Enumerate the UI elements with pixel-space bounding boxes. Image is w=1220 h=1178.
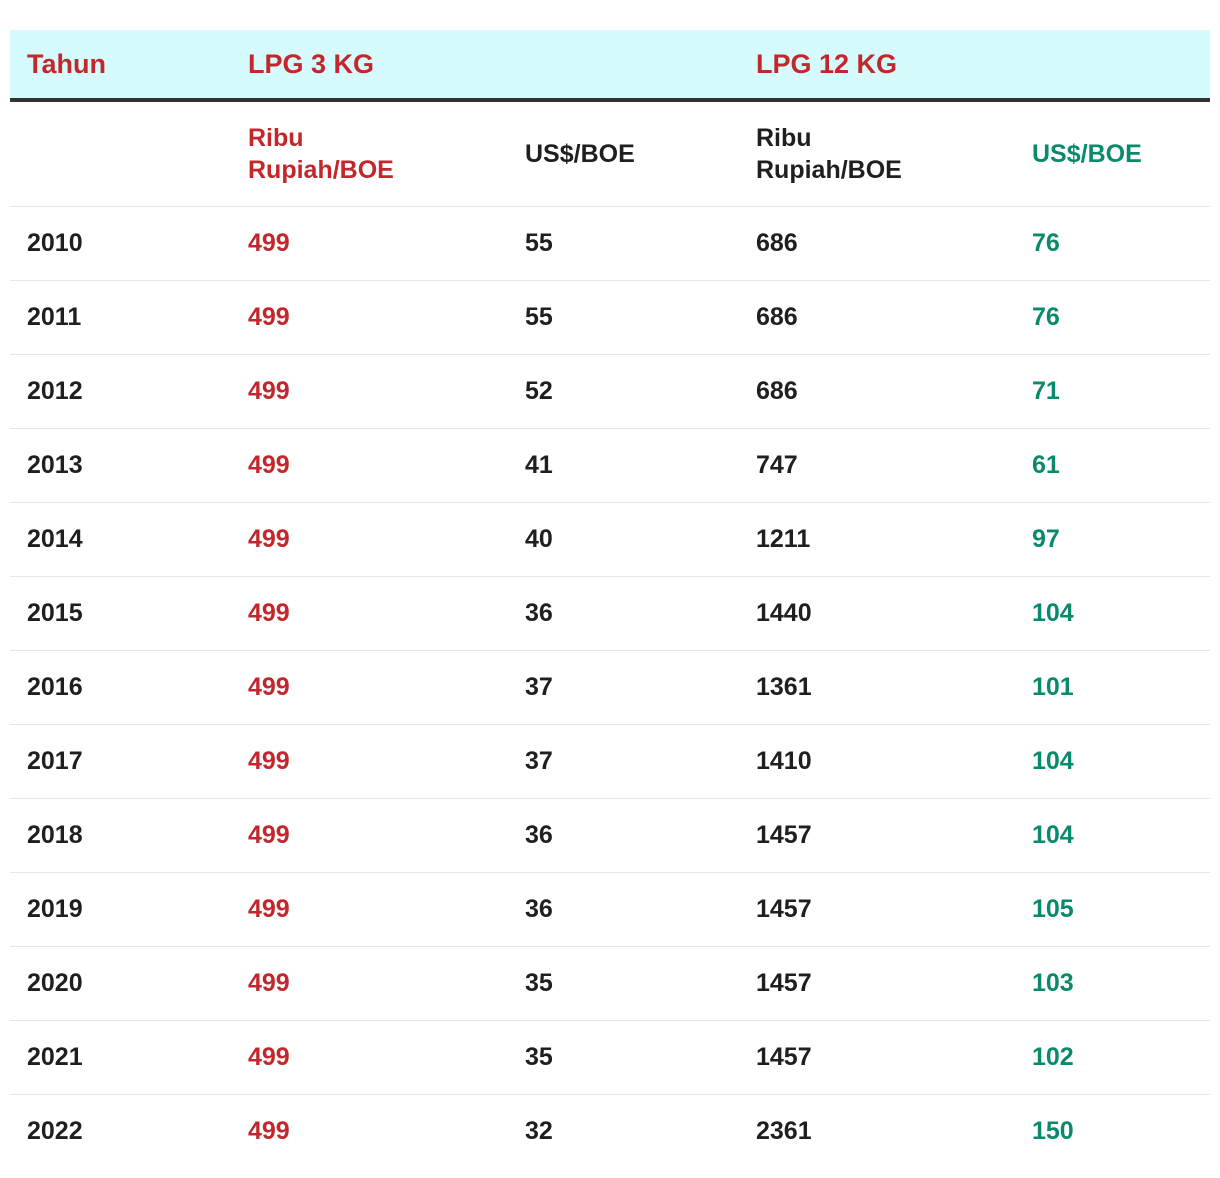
cell-3kg-usd: 35 [525, 1043, 553, 1071]
subheader-12kg-usd: US$/BOE [1032, 140, 1142, 168]
cell-3kg-rupiah: 499 [248, 673, 290, 701]
table-row: 2017 499 37 1410 104 [10, 725, 1210, 799]
cell-12kg-rupiah: 686 [756, 229, 798, 257]
cell-3kg-rupiah: 499 [248, 969, 290, 997]
cell-12kg-rupiah: 1410 [756, 747, 812, 775]
cell-12kg-rupiah: 1211 [756, 525, 811, 553]
cell-3kg-usd: 36 [525, 821, 553, 849]
cell-12kg-usd: 104 [1032, 821, 1074, 849]
cell-3kg-usd: 32 [525, 1117, 553, 1145]
cell-12kg-rupiah: 1457 [756, 821, 812, 849]
cell-3kg-usd: 41 [525, 451, 553, 479]
cell-12kg-usd: 76 [1032, 229, 1060, 257]
cell-year: 2011 [27, 303, 82, 331]
cell-3kg-rupiah: 499 [248, 451, 290, 479]
cell-year: 2010 [27, 229, 83, 257]
subheader-3kg-rupiah: Ribu Rupiah/BOE [248, 124, 394, 184]
cell-12kg-rupiah: 686 [756, 377, 798, 405]
cell-3kg-usd: 36 [525, 895, 553, 923]
cell-3kg-usd: 40 [525, 525, 553, 553]
table-subheader-row: Ribu Rupiah/BOE US$/BOE Ribu Rupiah/BOE … [10, 102, 1210, 207]
cell-3kg-usd: 35 [525, 969, 553, 997]
cell-12kg-rupiah: 1457 [756, 895, 812, 923]
cell-year: 2014 [27, 525, 83, 553]
cell-3kg-rupiah: 499 [248, 1043, 290, 1071]
subheader-3kg-usd: US$/BOE [525, 140, 635, 168]
table-row: 2018 499 36 1457 104 [10, 799, 1210, 873]
cell-12kg-usd: 150 [1032, 1117, 1074, 1145]
cell-year: 2017 [27, 747, 83, 775]
table-row: 2016 499 37 1361 101 [10, 651, 1210, 725]
cell-12kg-usd: 71 [1032, 377, 1060, 405]
cell-12kg-usd: 76 [1032, 303, 1060, 331]
cell-3kg-rupiah: 499 [248, 303, 290, 331]
table-header-row: Tahun LPG 3 KG LPG 12 KG [10, 30, 1210, 102]
cell-12kg-rupiah: 686 [756, 303, 798, 331]
cell-year: 2015 [27, 599, 83, 627]
cell-12kg-usd: 102 [1032, 1043, 1074, 1071]
cell-year: 2021 [27, 1043, 83, 1071]
cell-3kg-rupiah: 499 [248, 599, 290, 627]
cell-3kg-usd: 37 [525, 673, 553, 701]
table-body: 2010 499 55 686 76 2011 499 55 686 76 2012 499 52 686… [10, 207, 1210, 1168]
cell-12kg-usd: 105 [1032, 895, 1074, 923]
cell-3kg-usd: 55 [525, 229, 553, 257]
cell-3kg-usd: 52 [525, 377, 553, 405]
cell-12kg-rupiah: 2361 [756, 1117, 812, 1145]
cell-year: 2018 [27, 821, 83, 849]
subheader-12kg-rupiah: Ribu Rupiah/BOE [756, 124, 902, 184]
cell-3kg-usd: 36 [525, 599, 553, 627]
lpg-price-table: Tahun LPG 3 KG LPG 12 KG Ribu Rupiah/BOE… [10, 30, 1210, 1168]
table-row: 2020 499 35 1457 103 [10, 947, 1210, 1021]
table-row: 2019 499 36 1457 105 [10, 873, 1210, 947]
cell-12kg-rupiah: 1457 [756, 1043, 812, 1071]
cell-3kg-rupiah: 499 [248, 377, 290, 405]
table-row: 2012 499 52 686 71 [10, 355, 1210, 429]
cell-12kg-usd: 104 [1032, 747, 1074, 775]
cell-3kg-usd: 37 [525, 747, 553, 775]
table-row: 2015 499 36 1440 104 [10, 577, 1210, 651]
cell-12kg-rupiah: 1361 [756, 673, 812, 701]
table-row: 2022 499 32 2361 150 [10, 1095, 1210, 1168]
cell-3kg-rupiah: 499 [248, 747, 290, 775]
cell-12kg-rupiah: 1440 [756, 599, 812, 627]
cell-year: 2019 [27, 895, 83, 923]
cell-3kg-rupiah: 499 [248, 821, 290, 849]
cell-12kg-usd: 101 [1032, 673, 1074, 701]
cell-12kg-usd: 104 [1032, 599, 1074, 627]
cell-12kg-usd: 103 [1032, 969, 1074, 997]
cell-3kg-rupiah: 499 [248, 229, 290, 257]
cell-3kg-usd: 55 [525, 303, 553, 331]
header-year: Tahun [27, 49, 106, 79]
table-row: 2013 499 41 747 61 [10, 429, 1210, 503]
cell-3kg-rupiah: 499 [248, 525, 290, 553]
table-row: 2011 499 55 686 76 [10, 281, 1210, 355]
cell-year: 2016 [27, 673, 83, 701]
cell-12kg-usd: 97 [1032, 525, 1060, 553]
cell-12kg-rupiah: 1457 [756, 969, 812, 997]
cell-3kg-rupiah: 499 [248, 895, 290, 923]
cell-year: 2022 [27, 1117, 83, 1145]
cell-12kg-usd: 61 [1032, 451, 1060, 479]
cell-3kg-rupiah: 499 [248, 1117, 290, 1145]
table-row: 2014 499 40 1211 97 [10, 503, 1210, 577]
header-lpg-12kg: LPG 12 KG [756, 49, 898, 79]
table-row: 2021 499 35 1457 102 [10, 1021, 1210, 1095]
header-lpg-3kg: LPG 3 KG [248, 49, 375, 79]
cell-year: 2013 [27, 451, 83, 479]
cell-year: 2012 [27, 377, 83, 405]
cell-year: 2020 [27, 969, 83, 997]
table-row: 2010 499 55 686 76 [10, 207, 1210, 281]
cell-12kg-rupiah: 747 [756, 451, 798, 479]
